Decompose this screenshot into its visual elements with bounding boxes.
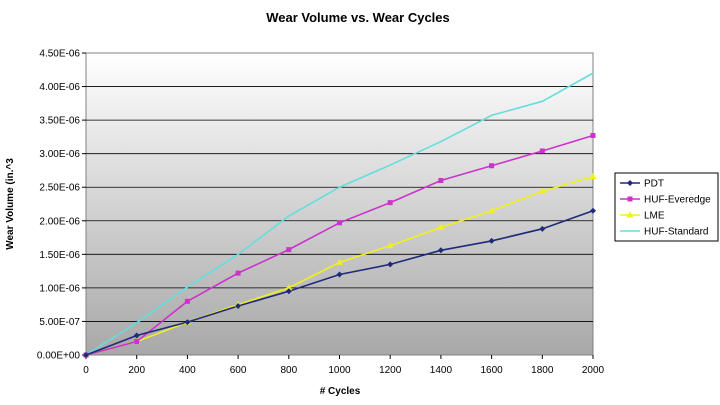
data-point-pdt [387, 261, 394, 268]
y-tick-label: 1.50E-06 [39, 250, 80, 261]
legend: PDT HUF-Everedge LME HUF-Standard [614, 172, 719, 242]
data-point-huf-everedge [489, 163, 495, 169]
legend-label: PDT [644, 179, 664, 190]
y-tick-label: 2.00E-06 [39, 216, 80, 227]
x-tick-label: 400 [179, 365, 196, 376]
data-point-pdt [235, 303, 242, 310]
chart-title: Wear Volume vs. Wear Cycles [266, 10, 450, 25]
y-tick-label: 4.50E-06 [39, 49, 80, 60]
x-tick-label: 600 [230, 365, 247, 376]
data-point-huf-everedge [286, 247, 292, 253]
legend-box [614, 172, 719, 242]
y-tick-label: 4.00E-06 [39, 82, 80, 93]
x-tick-label: 0 [83, 365, 89, 376]
x-tick-label: 2000 [582, 365, 605, 376]
x-axis-ticks: 0 200 400 600 800 1000 1200 1400 1600 1800 2000 [83, 355, 605, 376]
data-point-lme [285, 284, 293, 291]
data-point-huf-everedge [184, 298, 190, 304]
data-point-huf-everedge [134, 339, 140, 345]
y-axis-label: Wear Volume (in.^3 [5, 158, 16, 250]
y-tick-label: 5.00E-07 [39, 317, 80, 328]
data-point-pdt [539, 225, 546, 232]
legend-label: HUF-Everedge [644, 195, 711, 206]
legend-label: LME [644, 211, 665, 222]
x-tick-label: 800 [280, 365, 297, 376]
legend-marker [627, 196, 633, 202]
x-tick-label: 1200 [379, 365, 402, 376]
x-tick-label: 1800 [531, 365, 554, 376]
y-tick-label: 3.00E-06 [39, 149, 80, 160]
y-tick-label: 2.50E-06 [39, 183, 80, 194]
x-tick-label: 1400 [430, 365, 453, 376]
data-point-huf-everedge [539, 148, 545, 154]
y-tick-label: 1.00E-06 [39, 283, 80, 294]
data-point-huf-everedge [387, 200, 393, 206]
legend-marker [626, 211, 634, 218]
legend-marker [627, 180, 633, 186]
plot-area [85, 52, 594, 356]
data-point-lme [538, 187, 546, 194]
data-point-pdt [133, 332, 140, 339]
data-point-pdt [184, 319, 191, 326]
data-point-lme [336, 258, 343, 265]
x-tick-label: 1600 [480, 365, 503, 376]
x-axis-label: # Cycles [320, 386, 361, 397]
series-markers [82, 133, 597, 358]
y-tick-label: 3.50E-06 [39, 116, 80, 127]
data-point-lme [386, 242, 394, 249]
y-axis-ticks: 0.00E+00 5.00E-07 1.00E-06 1.50E-06 2.00E-06… [37, 49, 86, 362]
data-point-huf-everedge [337, 220, 342, 226]
data-point-pdt [83, 352, 89, 358]
data-point-huf-everedge [438, 178, 444, 184]
data-point-lme [589, 172, 597, 179]
legend-label: HUF-Standard [644, 227, 708, 238]
x-tick-label: 1000 [328, 365, 351, 376]
data-point-pdt [488, 237, 495, 244]
data-point-lme [437, 223, 445, 230]
data-point-pdt [437, 247, 444, 254]
data-point-pdt [285, 288, 292, 295]
data-point-pdt [336, 271, 343, 278]
data-point-lme [488, 207, 496, 214]
x-tick-label: 200 [128, 365, 145, 376]
data-point-huf-everedge [590, 133, 596, 139]
series-line-huf-standard [85, 72, 594, 356]
y-tick-label: 0.00E+00 [37, 351, 81, 362]
data-point-huf-everedge [235, 270, 241, 276]
data-point-pdt [590, 207, 596, 214]
